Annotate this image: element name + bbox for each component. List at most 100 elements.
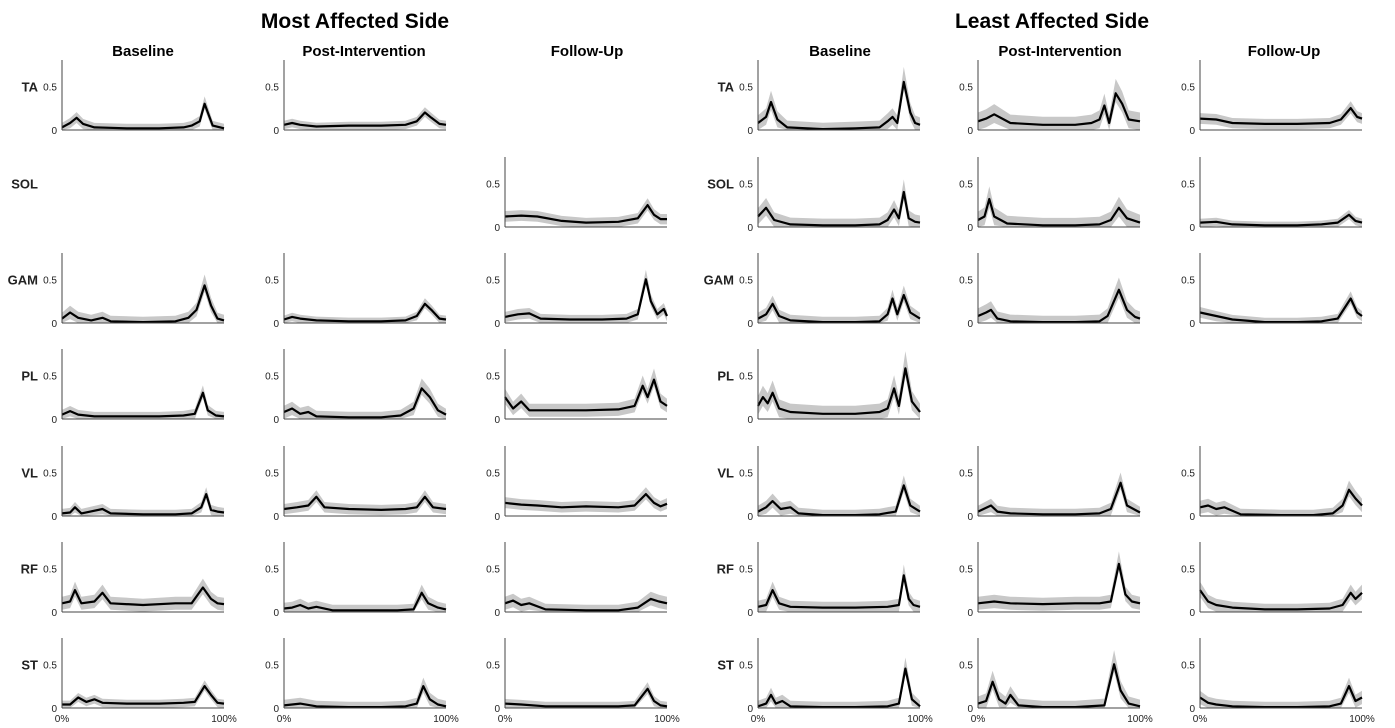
y-tick-label: 0.5 xyxy=(959,660,973,671)
panel-least-2-vl: 00.5 xyxy=(1181,446,1363,523)
y-tick-label: 0 xyxy=(273,319,279,330)
panel-least-1-st: 0 0.5 0% 100% xyxy=(959,638,1153,725)
section-title-least-affected: Least Affected Side xyxy=(955,10,1149,33)
y-tick-label: 0 xyxy=(747,512,753,523)
panel-least-2-st: 0 0.5 0% 100% xyxy=(1181,638,1375,725)
y-tick-label: 0 xyxy=(51,415,57,426)
panel-least-0-gam: GAM 0 0.5 xyxy=(704,253,921,330)
y-tick-label: 0.5 xyxy=(486,564,500,575)
sd-band xyxy=(758,66,920,130)
y-tick-label: 0.5 xyxy=(43,564,57,575)
muscle-label: ST xyxy=(21,657,38,672)
mean-line xyxy=(283,495,447,511)
sd-band xyxy=(1200,210,1362,227)
panel-least-2-ta: 00.5 xyxy=(1181,60,1363,137)
mean-line xyxy=(757,574,921,609)
sd-band xyxy=(284,298,446,323)
mean-line xyxy=(977,562,1141,606)
y-tick-label: 0.5 xyxy=(265,564,279,575)
mean-line xyxy=(977,481,1141,516)
y-tick-label: 0 xyxy=(273,415,279,426)
y-tick-label: 0 xyxy=(747,126,753,137)
sd-band xyxy=(505,487,667,513)
y-tick-label: 0.5 xyxy=(43,468,57,479)
panel-most-0-ta: TA 0 0.5 xyxy=(22,60,225,137)
column-title-least-baseline: Baseline xyxy=(809,43,871,60)
sd-band xyxy=(978,186,1140,227)
muscle-label: PL xyxy=(21,368,38,383)
panel-most-1-ta: 00.5 xyxy=(265,60,447,137)
panel-least-0-st: ST 0 0.5 0% 100% xyxy=(717,638,933,725)
panel-most-2-pl: 00.5 xyxy=(486,349,668,426)
y-tick-label: 0.5 xyxy=(43,82,57,93)
panel-least-0-rf: RF 0 0.5 xyxy=(717,542,921,619)
y-tick-label: 0 xyxy=(273,704,279,715)
column-title-most-baseline: Baseline xyxy=(112,43,174,60)
x-tick-label: 100% xyxy=(654,714,680,725)
y-tick-label: 0 xyxy=(494,319,500,330)
y-tick-label: 0.5 xyxy=(43,660,57,671)
y-tick-label: 0 xyxy=(273,608,279,619)
x-tick-label: 0% xyxy=(971,714,986,725)
x-tick-label: 0% xyxy=(55,714,70,725)
mean-line xyxy=(504,597,668,612)
sd-band xyxy=(505,269,667,323)
mean-line xyxy=(757,367,921,415)
sd-band xyxy=(62,578,224,612)
y-tick-label: 0.5 xyxy=(959,275,973,286)
y-tick-label: 0 xyxy=(747,319,753,330)
section-title-most-affected: Most Affected Side xyxy=(261,10,449,33)
y-tick-label: 0.5 xyxy=(959,82,973,93)
mean-line xyxy=(1199,589,1363,611)
muscle-label: RF xyxy=(21,561,38,576)
panel-most-0-pl: PL 0 0.5 xyxy=(21,349,225,426)
y-tick-label: 0 xyxy=(51,704,57,715)
mean-line xyxy=(504,278,669,321)
y-tick-label: 0 xyxy=(273,512,279,523)
sd-band xyxy=(758,179,920,227)
mean-line xyxy=(283,302,447,323)
sd-band xyxy=(758,564,920,612)
mean-line xyxy=(283,111,447,128)
sd-band xyxy=(284,677,446,708)
mean-line xyxy=(1199,213,1363,227)
column-title-most-post: Post-Intervention xyxy=(302,43,425,60)
y-tick-label: 0.5 xyxy=(43,371,57,382)
x-tick-label: 0% xyxy=(1193,714,1208,725)
panel-most-0-rf: RF 0 0.5 xyxy=(21,542,225,619)
mean-line xyxy=(504,493,668,509)
sd-band xyxy=(505,368,667,417)
y-tick-label: 0.5 xyxy=(1181,275,1195,286)
x-tick-label: 100% xyxy=(433,714,459,725)
y-tick-label: 0 xyxy=(747,223,753,234)
muscle-label: TA xyxy=(718,79,735,94)
panel-most-0-sol: SOL xyxy=(11,176,38,191)
y-tick-label: 0.5 xyxy=(739,564,753,575)
y-tick-label: 0.5 xyxy=(1181,82,1195,93)
panel-most-2-sol: 00.5 xyxy=(486,157,667,234)
mean-line xyxy=(757,80,921,131)
muscle-label: SOL xyxy=(707,176,734,191)
x-tick-label: 0% xyxy=(277,714,292,725)
sd-band xyxy=(505,591,667,612)
mean-line xyxy=(61,102,225,130)
mean-line xyxy=(977,663,1141,709)
panel-least-1-gam: 00.5 xyxy=(959,253,1141,330)
y-tick-label: 0.5 xyxy=(739,371,753,382)
y-tick-label: 0 xyxy=(747,608,753,619)
sd-band xyxy=(505,682,667,708)
y-tick-label: 0.5 xyxy=(1181,660,1195,671)
panel-most-2-rf: 00.5 xyxy=(486,542,668,619)
y-tick-label: 0 xyxy=(51,126,57,137)
muscle-label: TA xyxy=(22,79,39,94)
y-tick-label: 0 xyxy=(51,512,57,523)
y-tick-label: 0.5 xyxy=(959,179,973,190)
panel-most-0-vl: VL 0 0.5 xyxy=(21,446,225,523)
y-tick-label: 0.5 xyxy=(265,468,279,479)
y-tick-label: 0 xyxy=(747,415,753,426)
y-tick-label: 0 xyxy=(1189,126,1195,137)
y-tick-label: 0.5 xyxy=(959,564,973,575)
x-tick-label: 100% xyxy=(211,714,237,725)
column-title-least-post: Post-Intervention xyxy=(998,43,1121,60)
